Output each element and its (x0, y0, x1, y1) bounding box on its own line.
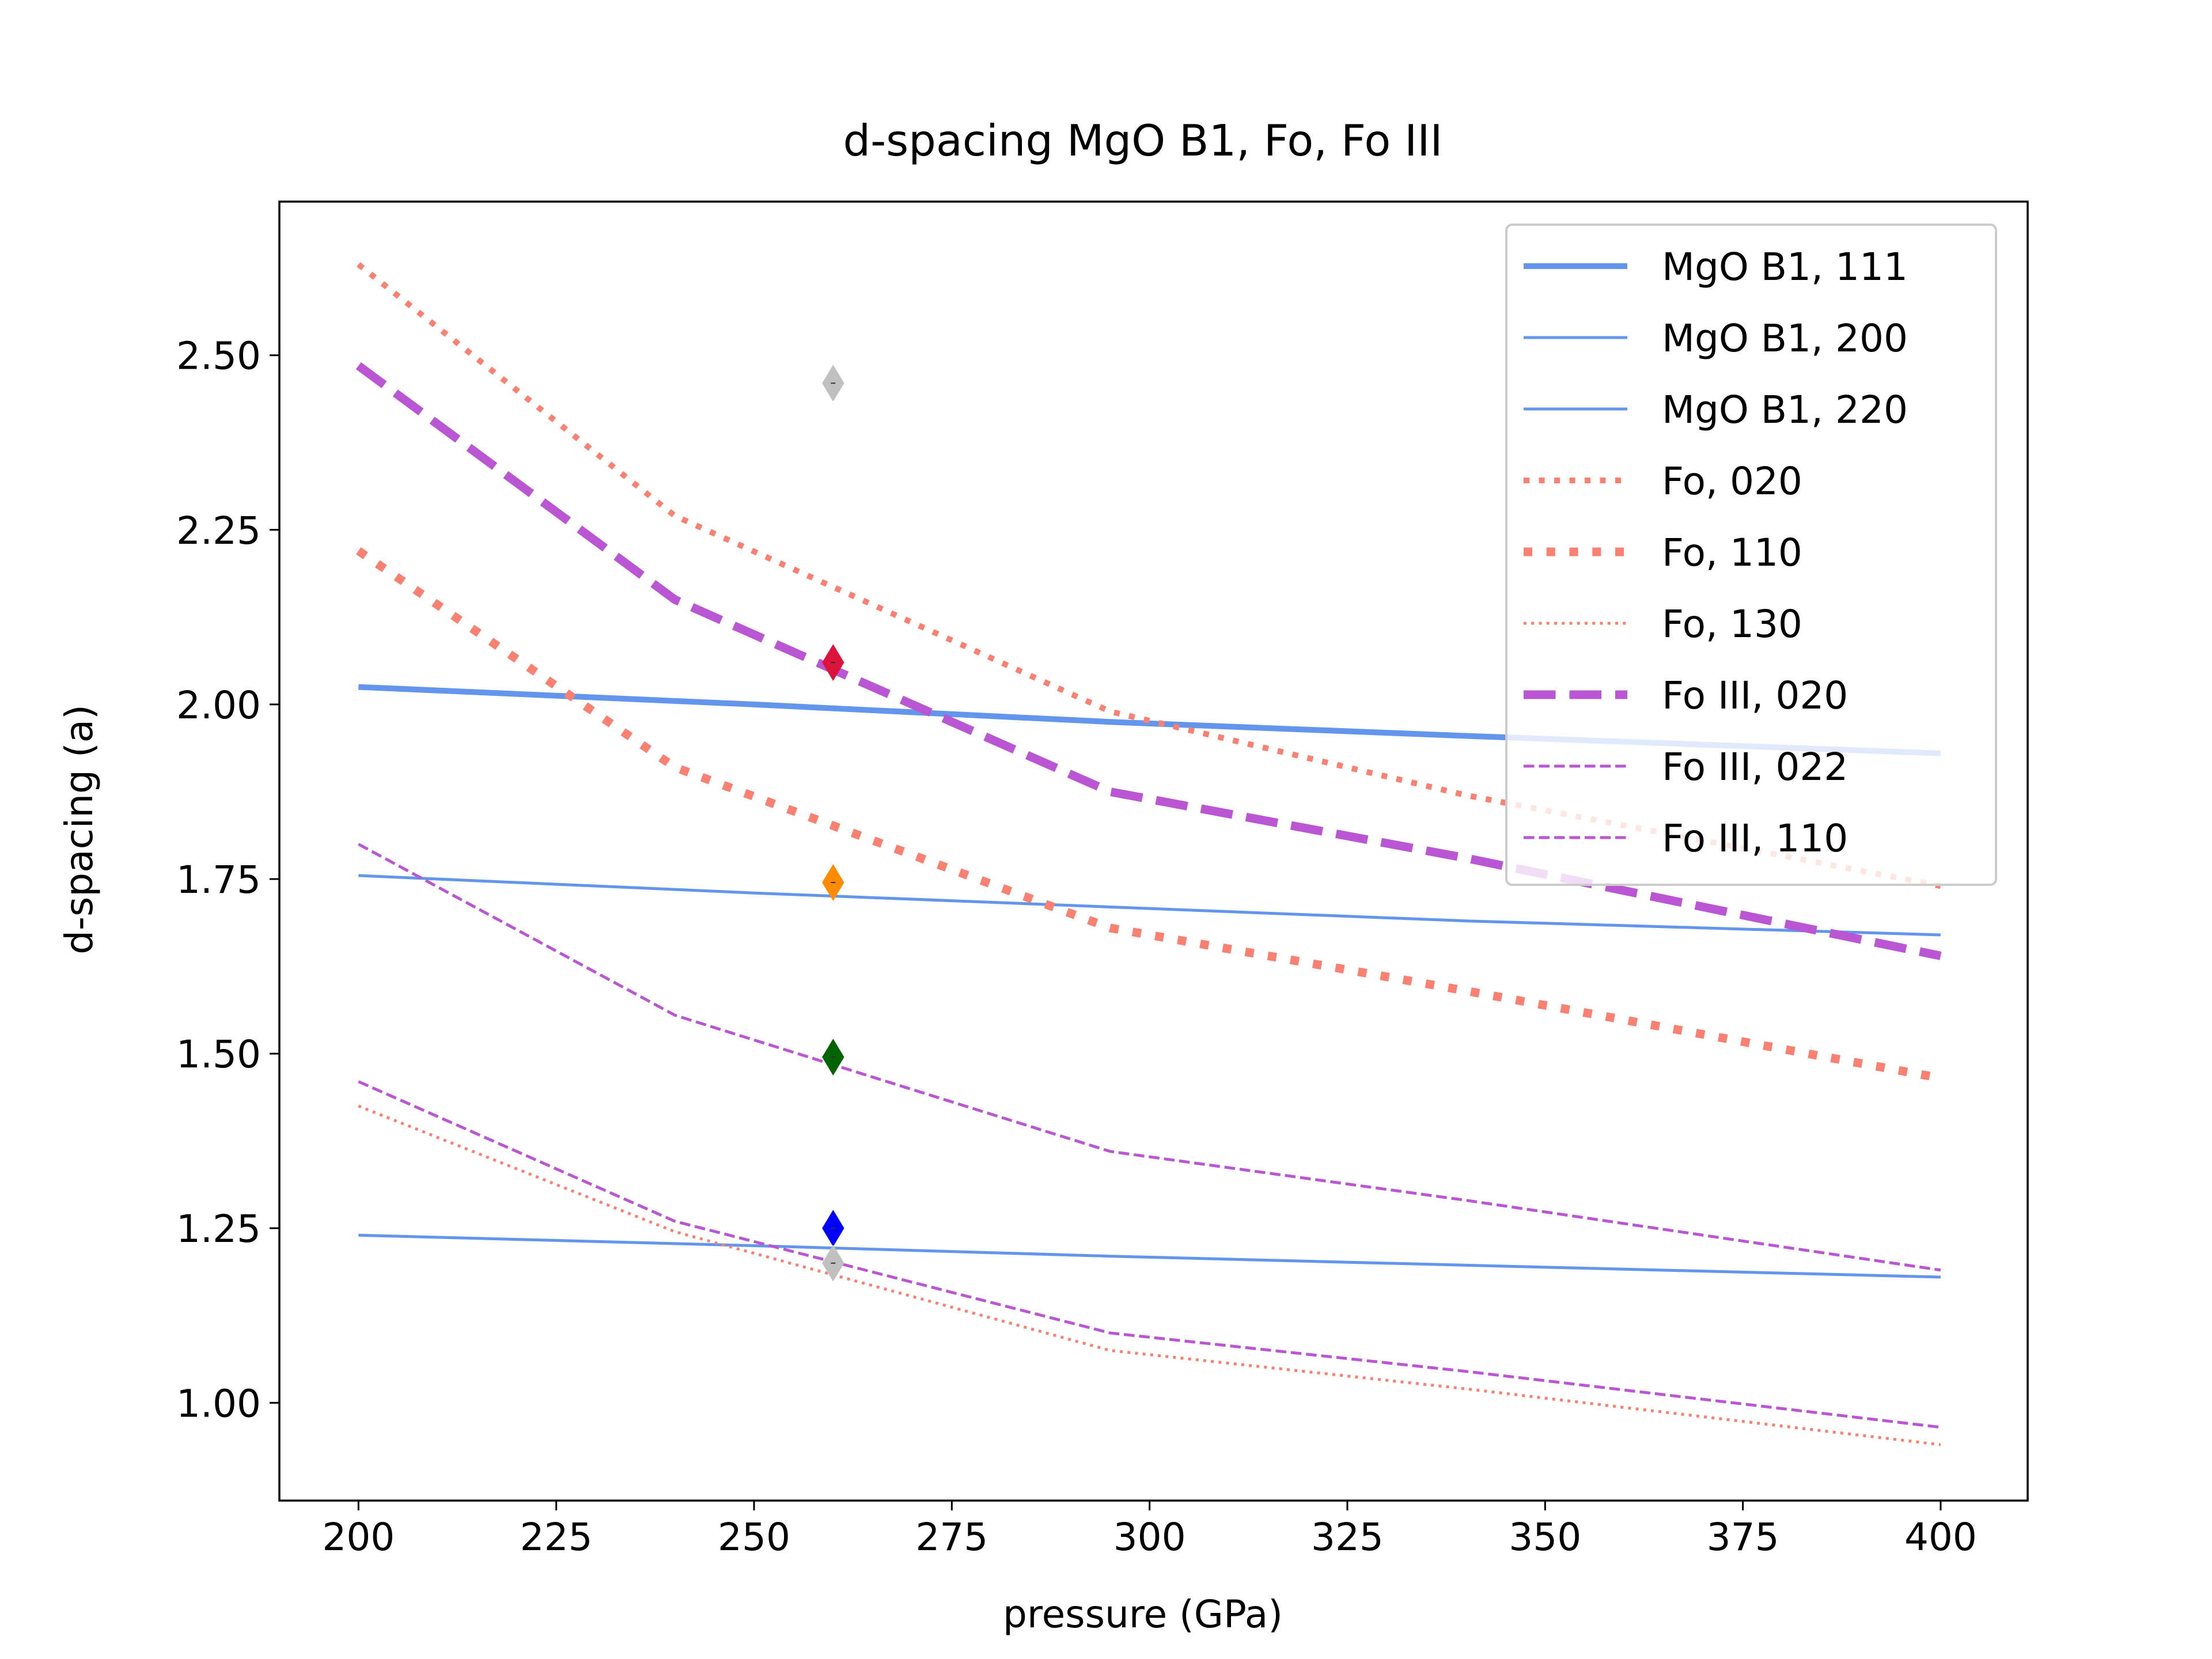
x-tick-label: 400 (1904, 1515, 1977, 1559)
series-line-4 (356, 547, 1942, 1082)
legend-label-1: MgO B1, 200 (1662, 316, 1908, 361)
legend-label-2: MgO B1, 220 (1662, 388, 1908, 432)
legend-label-7: Fo III, 022 (1662, 745, 1848, 789)
x-tick-label: 325 (1311, 1515, 1384, 1559)
chart-title: d-spacing MgO B1, Fo, Fo III (843, 115, 1443, 166)
plot-frame (278, 200, 2029, 1502)
y-tick-label: 2.25 (176, 509, 261, 553)
legend-label-8: Fo III, 110 (1662, 816, 1848, 861)
y-tick-label: 1.75 (176, 858, 261, 902)
x-axis: 200 225 250 275 300 325 350 375 400 (322, 1501, 1977, 1559)
x-tick-label: 225 (520, 1515, 593, 1559)
y-tick-label: 2.00 (176, 683, 261, 728)
legend: MgO B1, 111 MgO B1, 200 MgO B1, 220 Fo, 020… (1505, 224, 1997, 886)
legend-label-0: MgO B1, 111 (1662, 245, 1908, 289)
y-tick-label: 1.00 (176, 1381, 261, 1426)
y-tick-label: 1.50 (176, 1032, 261, 1077)
legend-box (1505, 224, 1997, 886)
y-axis: 1.00 1.25 1.50 1.75 2.00 2.25 2.50 (176, 334, 279, 1426)
x-tick-label: 200 (322, 1515, 395, 1559)
series-line-7 (358, 843, 1941, 1272)
y-tick-label: 1.25 (176, 1207, 261, 1251)
legend-label-4: Fo, 110 (1662, 531, 1802, 575)
x-axis-label: pressure (GPa) (1003, 1592, 1283, 1637)
x-tick-label: 375 (1707, 1515, 1779, 1559)
x-tick-label: 275 (915, 1515, 988, 1559)
x-tick-label: 300 (1113, 1515, 1186, 1559)
legend-label-3: Fo, 020 (1662, 459, 1802, 503)
x-tick-label: 250 (718, 1515, 790, 1559)
legend-label-5: Fo, 130 (1662, 602, 1802, 646)
legend-label-6: Fo III, 020 (1662, 673, 1848, 718)
y-tick-label: 2.50 (176, 334, 261, 378)
series-line-2 (358, 1233, 1941, 1279)
y-axis-label: d-spacing (a) (57, 704, 101, 955)
series-line-1 (358, 874, 1941, 937)
series-line-6 (355, 362, 1942, 960)
x-tick-label: 350 (1509, 1515, 1581, 1559)
series-line-8 (358, 1080, 1941, 1429)
